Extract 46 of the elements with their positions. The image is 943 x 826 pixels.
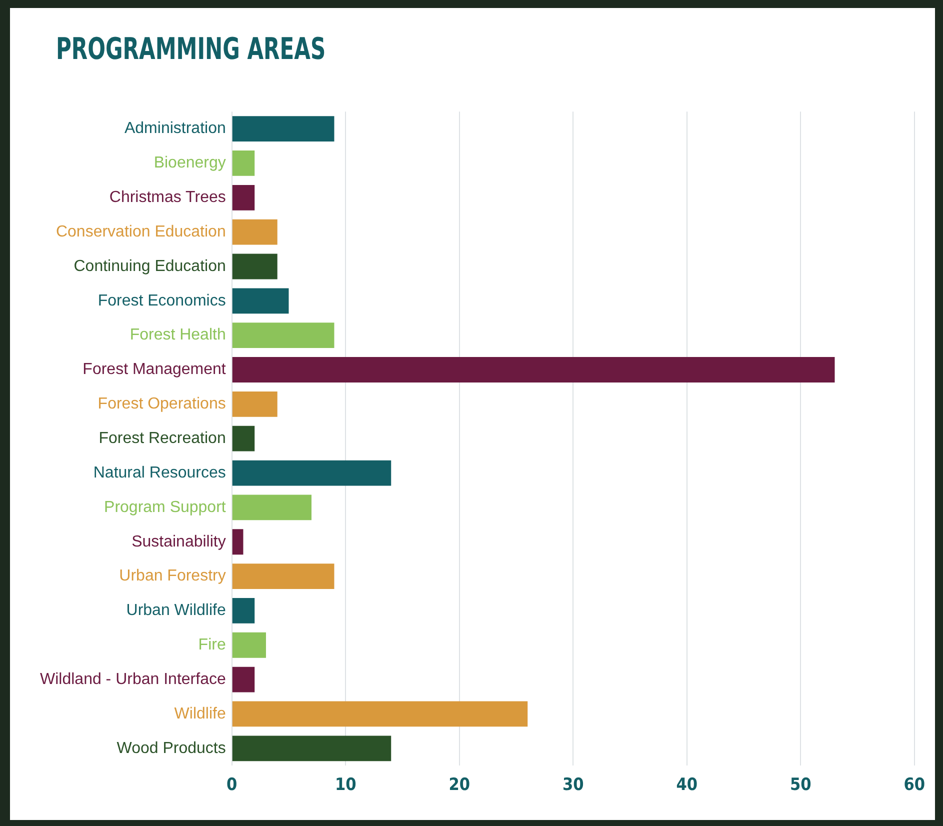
bar (232, 254, 278, 280)
bar (232, 150, 255, 176)
y-tick-label: Sustainability (132, 533, 226, 550)
x-tick-label: 10 (334, 775, 356, 796)
bar (232, 357, 835, 382)
bar (232, 288, 289, 314)
y-tick-label: Program Support (104, 498, 226, 516)
y-tick-label: Wildland - Urban Interface (40, 670, 226, 688)
y-tick-label: Forest Recreation (98, 430, 226, 448)
y-tick-label: Fire (198, 636, 226, 654)
bar (232, 219, 278, 245)
x-tick-label: 50 (790, 775, 812, 796)
bar (232, 736, 392, 762)
y-tick-label: Natural Resources (93, 464, 226, 482)
x-tick-label: 60 (904, 775, 926, 796)
bar (232, 460, 392, 486)
y-tick-label: Wildlife (174, 705, 226, 722)
y-tick-label: Continuing Education (74, 258, 226, 275)
x-tick-label: 30 (562, 775, 584, 796)
bar (232, 666, 255, 692)
bar (232, 391, 278, 417)
y-tick-label: Forest Management (82, 361, 226, 378)
y-tick-label: Forest Health (130, 326, 226, 344)
y-tick-label: Urban Forestry (119, 568, 226, 585)
y-tick-label: Administration (124, 120, 226, 138)
bar (232, 598, 255, 624)
y-tick-label: Bioenergy (154, 154, 226, 172)
bar (232, 116, 334, 142)
y-tick-label: Forest Operations (98, 396, 226, 413)
bar (232, 632, 266, 658)
bar (232, 529, 244, 555)
y-tick-label: Christmas Trees (109, 189, 226, 206)
bar (232, 322, 334, 348)
y-tick-label: Urban Wildlife (126, 602, 226, 620)
y-tick-label: Conservation Education (56, 223, 226, 240)
bar (232, 494, 312, 520)
bar (232, 184, 255, 210)
x-tick-label: 20 (448, 775, 470, 796)
x-tick-label: 0 (226, 775, 238, 796)
y-tick-label: Forest Economics (98, 292, 226, 310)
bar (232, 701, 528, 727)
y-tick-label: Wood Products (116, 740, 226, 757)
bar (232, 564, 334, 589)
bar (232, 426, 255, 452)
x-tick-label: 40 (676, 775, 698, 796)
chart-title: PROGRAMMING AREAS (56, 32, 326, 67)
